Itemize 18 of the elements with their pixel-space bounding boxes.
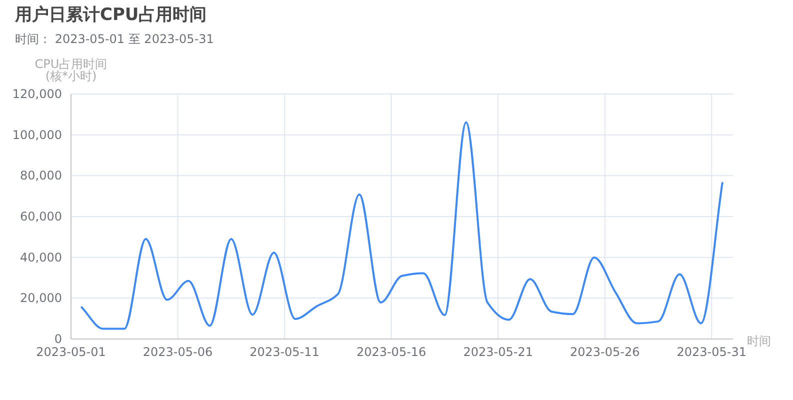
x-tick-label: 2023-05-21 bbox=[463, 345, 533, 359]
y-tick-label: 60,000 bbox=[20, 210, 62, 224]
y-axis-title: CPU占用时间 (核*小时) bbox=[34, 57, 108, 83]
y-tick-label: 40,000 bbox=[20, 250, 62, 264]
x-tick-label: 2023-05-26 bbox=[570, 345, 640, 359]
x-tick-label: 2023-05-01 bbox=[36, 345, 106, 359]
y-tick-label: 0 bbox=[54, 332, 62, 346]
y-tick-label: 120,000 bbox=[12, 87, 62, 101]
x-tick-label: 2023-05-06 bbox=[142, 345, 213, 359]
x-tick-label: 2023-05-16 bbox=[356, 345, 426, 359]
chart-subtitle: 时间： 2023-05-01 至 2023-05-31 bbox=[15, 32, 214, 46]
x-tick-label: 2023-05-11 bbox=[250, 345, 320, 359]
chart-title: 用户日累计CPU占用时间 bbox=[14, 5, 207, 25]
x-tick-label: 2023-05-31 bbox=[676, 345, 747, 359]
y-tick-label: 100,000 bbox=[12, 128, 62, 142]
y-tick-label: 80,000 bbox=[20, 168, 62, 183]
x-axis-title: 时间 bbox=[747, 334, 771, 348]
y-tick-label: 20,000 bbox=[20, 291, 62, 306]
